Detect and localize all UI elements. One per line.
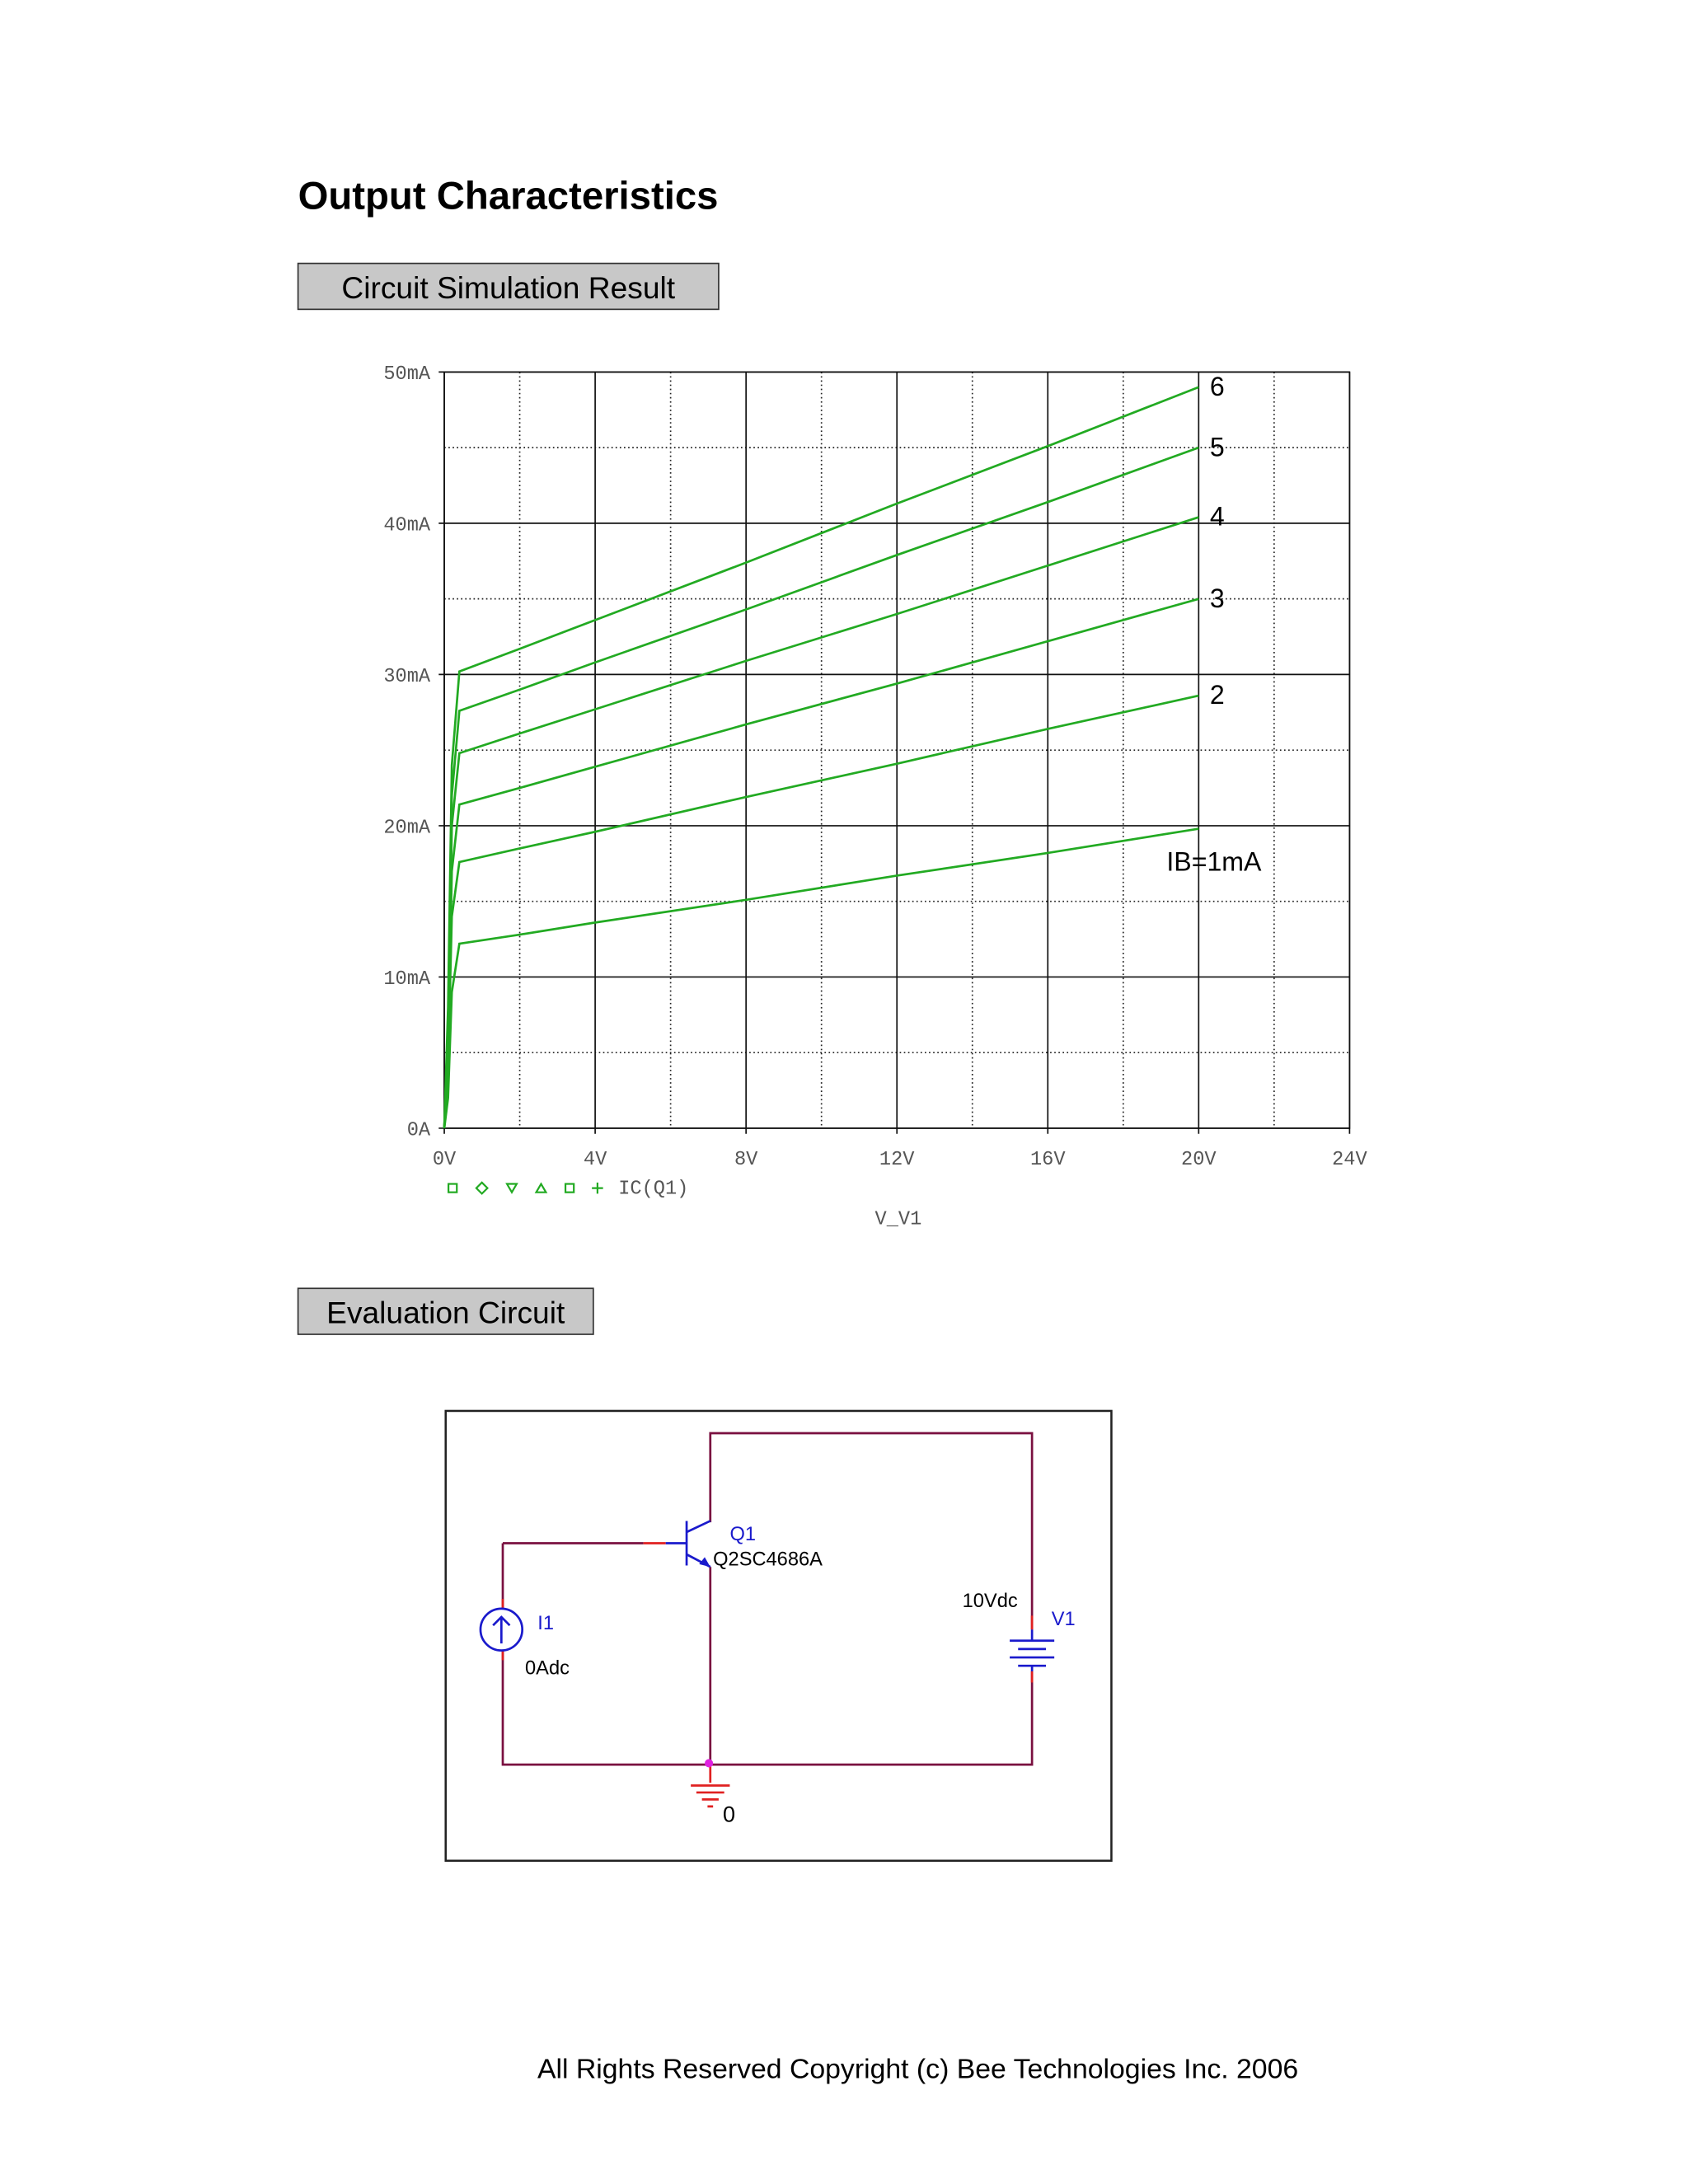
y-tick-label: 50mA: [383, 363, 431, 386]
series-label: 4: [1210, 502, 1225, 532]
y-tick-label: 0A: [407, 1119, 431, 1141]
series-line: [443, 446, 1199, 1128]
label: Q2SC4686A: [713, 1549, 823, 1571]
label: 10Vdc: [963, 1591, 1018, 1612]
x-tick-label: 20V: [1181, 1149, 1217, 1171]
x-axis-label: V_V1: [875, 1209, 922, 1231]
section-label: Circuit Simulation Result: [341, 270, 675, 305]
legend: [448, 1181, 603, 1195]
x-tick-label: 0V: [433, 1149, 457, 1171]
series-line: [443, 827, 1199, 1129]
plot-frame: [443, 371, 1351, 1129]
label: 0: [723, 1802, 735, 1826]
footer: All Rights Reserved Copyright (c) Bee Te…: [537, 2053, 1298, 2084]
chart: 0V 4V 8V 12V 16V 20V 24V 0A 10mA 20mA 30mA 40mA 50mA…: [383, 363, 1367, 1171]
label: I1: [537, 1613, 554, 1634]
x-tick-label: 16V: [1030, 1149, 1066, 1171]
series-line: [443, 386, 1199, 1128]
section-label: Evaluation Circuit: [326, 1296, 565, 1330]
series-label: IB=1mA: [1166, 846, 1262, 876]
y-tick-label: 20mA: [383, 817, 431, 839]
y-tick-label: 10mA: [383, 968, 431, 991]
x-tick-label: 12V: [879, 1149, 915, 1171]
legend-label: IC(Q1): [618, 1178, 688, 1200]
y-tick-label: 30mA: [383, 666, 431, 688]
series-label: 2: [1210, 680, 1225, 710]
section-box: [297, 262, 720, 311]
title: Output Characteristics: [298, 175, 719, 218]
label: 0Adc: [525, 1657, 570, 1679]
series-label: 6: [1210, 372, 1225, 401]
label: Q1: [729, 1524, 756, 1545]
x-tick-label: 24V: [1332, 1149, 1367, 1171]
y-tick-label: 40mA: [383, 514, 431, 537]
section-box: [297, 1287, 594, 1335]
series-label: 3: [1210, 583, 1225, 613]
x-tick-label: 8V: [734, 1149, 758, 1171]
circuit: Q1 Q2SC4686A I1 0Adc 10Vdc V1 0: [444, 1409, 1113, 1863]
label: V1: [1052, 1609, 1076, 1630]
x-tick-label: 4V: [584, 1149, 607, 1171]
series-label: 5: [1210, 432, 1225, 462]
